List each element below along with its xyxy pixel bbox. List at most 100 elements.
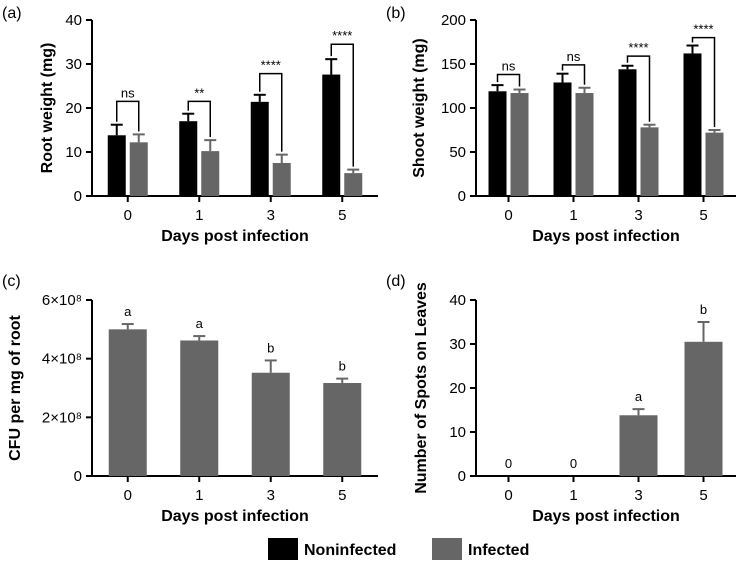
bar-noninfected [107,135,126,196]
y-tick-label: 150 [441,56,466,73]
significance-bracket [330,43,354,167]
panel-label: (b) [386,5,406,22]
group-letter-label: b [700,302,707,317]
bar-infected [129,142,148,196]
chart-panel-3: 0 10 20 30 40 0 1 3 5 0 0 a b Number of Spots on Leav… [386,273,736,525]
y-tick-label: 0 [458,468,466,485]
y-tick-label: 40 [449,292,466,309]
group-letter-label: a [635,389,643,404]
legend-label-noninfected: Noninfected [304,542,396,559]
bar-infected [344,173,363,196]
significance-label: ns [502,59,516,74]
y-tick-label: 50 [449,144,466,161]
bar-infected [619,415,658,476]
x-tick-label: 5 [699,207,707,224]
x-tick-label: 0 [124,487,132,504]
y-tick-label: 20 [65,100,82,117]
bar-infected [201,151,220,196]
x-axis-title: Days post infection [532,228,680,245]
y-tick-label: 6×10⁸ [42,292,82,309]
significance-label: **** [693,22,713,37]
y-tick-label: 100 [441,100,466,117]
bar-infected [251,372,290,476]
panel-label: (c) [2,273,21,290]
bar-infected [575,93,594,196]
legend-label-infected: Infected [468,542,529,559]
y-tick-label: 10 [65,144,82,161]
bar-noninfected [322,74,341,196]
bar-noninfected [553,82,572,196]
x-axis-title: Days post infection [161,228,309,245]
group-letter-label: b [339,359,346,374]
bar-noninfected [250,101,269,196]
significance-bracket [116,100,140,132]
bar-noninfected [488,91,507,196]
panel-label: (a) [2,5,22,22]
x-tick-label: 5 [338,207,346,224]
y-tick-label: 20 [449,380,466,397]
bar-infected [705,132,724,196]
bar-noninfected [179,121,198,196]
group-letter-label: a [124,304,132,319]
bar-infected [510,93,529,196]
x-axis-title: Days post infection [161,508,309,525]
significance-label: **** [628,40,648,55]
x-tick-label: 0 [504,207,512,224]
legend-swatch-infected [432,538,462,560]
x-tick-label: 5 [699,487,707,504]
bar-noninfected [683,53,702,196]
significance-bracket [561,64,586,85]
bar-noninfected [618,69,637,196]
bar-infected [272,163,291,196]
significance-bracket [187,100,211,138]
group-letter-label: 0 [570,456,577,471]
x-tick-label: 0 [124,207,132,224]
y-axis-title: CFU per mg of root [7,314,24,460]
y-axis-title: Number of Spots on Leaves [413,282,430,494]
bar-infected [684,341,723,476]
bar-infected [108,329,147,476]
group-letter-label: 0 [505,456,512,471]
significance-label: ns [567,49,581,64]
y-tick-label: 0 [458,188,466,205]
x-tick-label: 3 [267,487,275,504]
y-tick-label: 30 [65,56,82,73]
y-axis-title: Shoot weight (mg) [411,38,428,178]
x-tick-label: 3 [267,207,275,224]
x-tick-label: 1 [195,487,203,504]
legend-swatch-noninfected [268,538,298,560]
x-tick-label: 3 [634,487,642,504]
bar-infected [180,340,219,476]
y-tick-label: 0 [74,468,82,485]
bar-infected [640,127,659,196]
y-tick-label: 0 [74,188,82,205]
chart-panel-2: 0 2×10⁸ 4×10⁸ 6×10⁸ 0 1 3 5 a a b b CFU per mg of ro… [2,273,378,525]
significance-label: **** [261,58,281,73]
y-tick-label: 30 [449,336,466,353]
y-tick-label: 40 [65,12,82,29]
x-tick-label: 5 [338,487,346,504]
y-axis-title: Root weight (mg) [39,43,56,174]
group-letter-label: a [196,316,204,331]
x-tick-label: 1 [195,207,203,224]
panel-label: (d) [386,273,406,290]
y-tick-label: 200 [441,12,466,29]
legend: Noninfected Infected [268,538,529,560]
significance-label: **** [332,28,352,43]
y-tick-label: 2×10⁸ [42,409,82,426]
x-tick-label: 0 [504,487,512,504]
x-axis-title: Days post infection [532,508,680,525]
significance-label: ** [194,85,204,100]
significance-bracket [259,72,283,152]
significance-bracket [496,73,521,87]
significance-bracket [626,55,651,122]
significance-label: ns [121,85,135,100]
y-tick-label: 10 [449,424,466,441]
x-tick-label: 3 [634,207,642,224]
bar-infected [323,383,362,476]
x-tick-label: 1 [569,207,577,224]
significance-bracket [691,36,716,127]
